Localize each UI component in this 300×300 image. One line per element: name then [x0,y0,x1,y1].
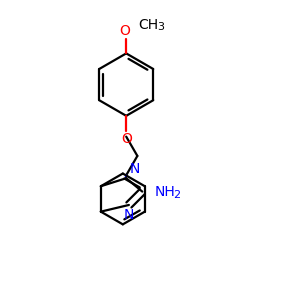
Text: 2: 2 [173,190,180,200]
Text: O: O [119,24,130,38]
Text: O: O [121,132,132,146]
Text: N: N [129,162,140,176]
Text: 3: 3 [157,22,164,32]
Text: CH: CH [138,18,158,32]
Text: N: N [124,208,134,222]
Text: NH: NH [154,184,175,199]
